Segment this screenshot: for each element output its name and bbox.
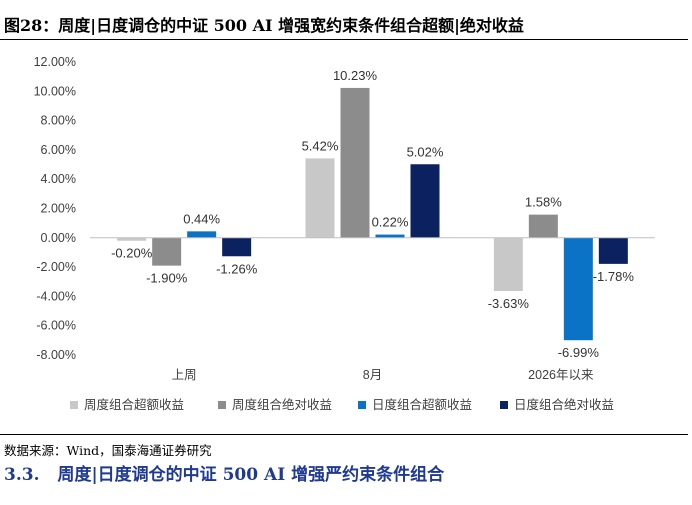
x-tick-label: 2026年以来 [528,368,594,382]
y-tick-label: -4.00% [36,289,76,303]
cut-off-top-text [0,0,692,6]
legend-swatch [70,401,78,409]
y-tick-label: 8.00% [41,114,76,128]
bar [375,234,405,238]
section-number: 3.3. [4,465,40,485]
x-tick-label: 上周 [172,368,197,382]
bar [117,237,147,241]
y-tick-label: 10.00% [34,84,76,98]
data-label: -1.78% [593,269,635,284]
data-label: -1.90% [146,271,188,286]
y-tick-label: 2.00% [41,202,76,216]
section-heading: 3.3. 周度|日度调仓的中证 500 AI 增强严约束条件组合 [4,460,444,485]
bar [598,237,628,264]
y-tick-label: 0.00% [41,231,76,245]
legend-swatch [500,401,508,409]
bar [528,214,558,238]
y-tick-label: 4.00% [41,172,76,186]
x-axis-labels: 上周 8月 2026年以来 [172,368,594,382]
legend-label: 周度组合绝对收益 [232,397,332,412]
section-title: 周度|日度调仓的中证 500 AI 增强严约束条件组合 [57,465,445,485]
legend-swatch [218,401,226,409]
source-divider [0,434,688,435]
y-tick-label: -6.00% [36,319,76,333]
x-tick-label: 8月 [363,368,382,382]
y-tick-label: -8.00% [36,348,76,362]
value-label-group: -0.20% -1.90% 0.44% -1.26% 5.42% 10.23% 0.22% 5… [111,68,634,360]
bar [187,231,217,238]
bar [493,237,523,291]
bar [563,237,593,341]
y-tick-label: 6.00% [41,143,76,157]
legend-label: 日度组合绝对收益 [514,397,614,412]
bar [152,237,182,266]
data-source-note: 数据来源：Wind，国泰海通证券研究 [4,443,212,458]
data-label: -6.99% [558,345,600,360]
y-tick-label: 12.00% [34,55,76,69]
legend-label: 周度组合超额收益 [84,397,184,412]
data-label: 10.23% [333,68,378,83]
data-label: 0.44% [183,211,220,226]
data-label: 5.42% [302,138,339,153]
y-axis: 12.00% 10.00% 8.00% 6.00% 4.00% 2.00% 0.00% -2.… [34,55,76,362]
figure-title: 图28：周度|日度调仓的中证 500 AI 增强宽约束条件组合超额|绝对收益 [4,16,524,35]
data-label: 5.02% [407,144,444,159]
bar-chart: 12.00% 10.00% 8.00% 6.00% 4.00% 2.00% 0.00% -2.… [34,55,655,412]
data-label: -1.26% [216,261,258,276]
bar [222,237,252,257]
bar-series-group [117,87,628,341]
data-label: 0.22% [372,215,409,230]
title-divider [0,39,688,40]
y-tick-label: -2.00% [36,260,76,274]
legend-swatch [358,401,366,409]
legend-label: 日度组合超额收益 [372,397,472,412]
legend: 周度组合超额收益 周度组合绝对收益 日度组合超额收益 日度组合绝对收益 [70,397,614,412]
data-label: 1.58% [525,195,562,210]
data-label: -0.20% [111,246,153,261]
bar [340,87,370,238]
bar [305,158,335,238]
data-label: -3.63% [488,296,530,311]
cut-off-bottom-text [0,494,692,505]
bar [410,164,440,238]
